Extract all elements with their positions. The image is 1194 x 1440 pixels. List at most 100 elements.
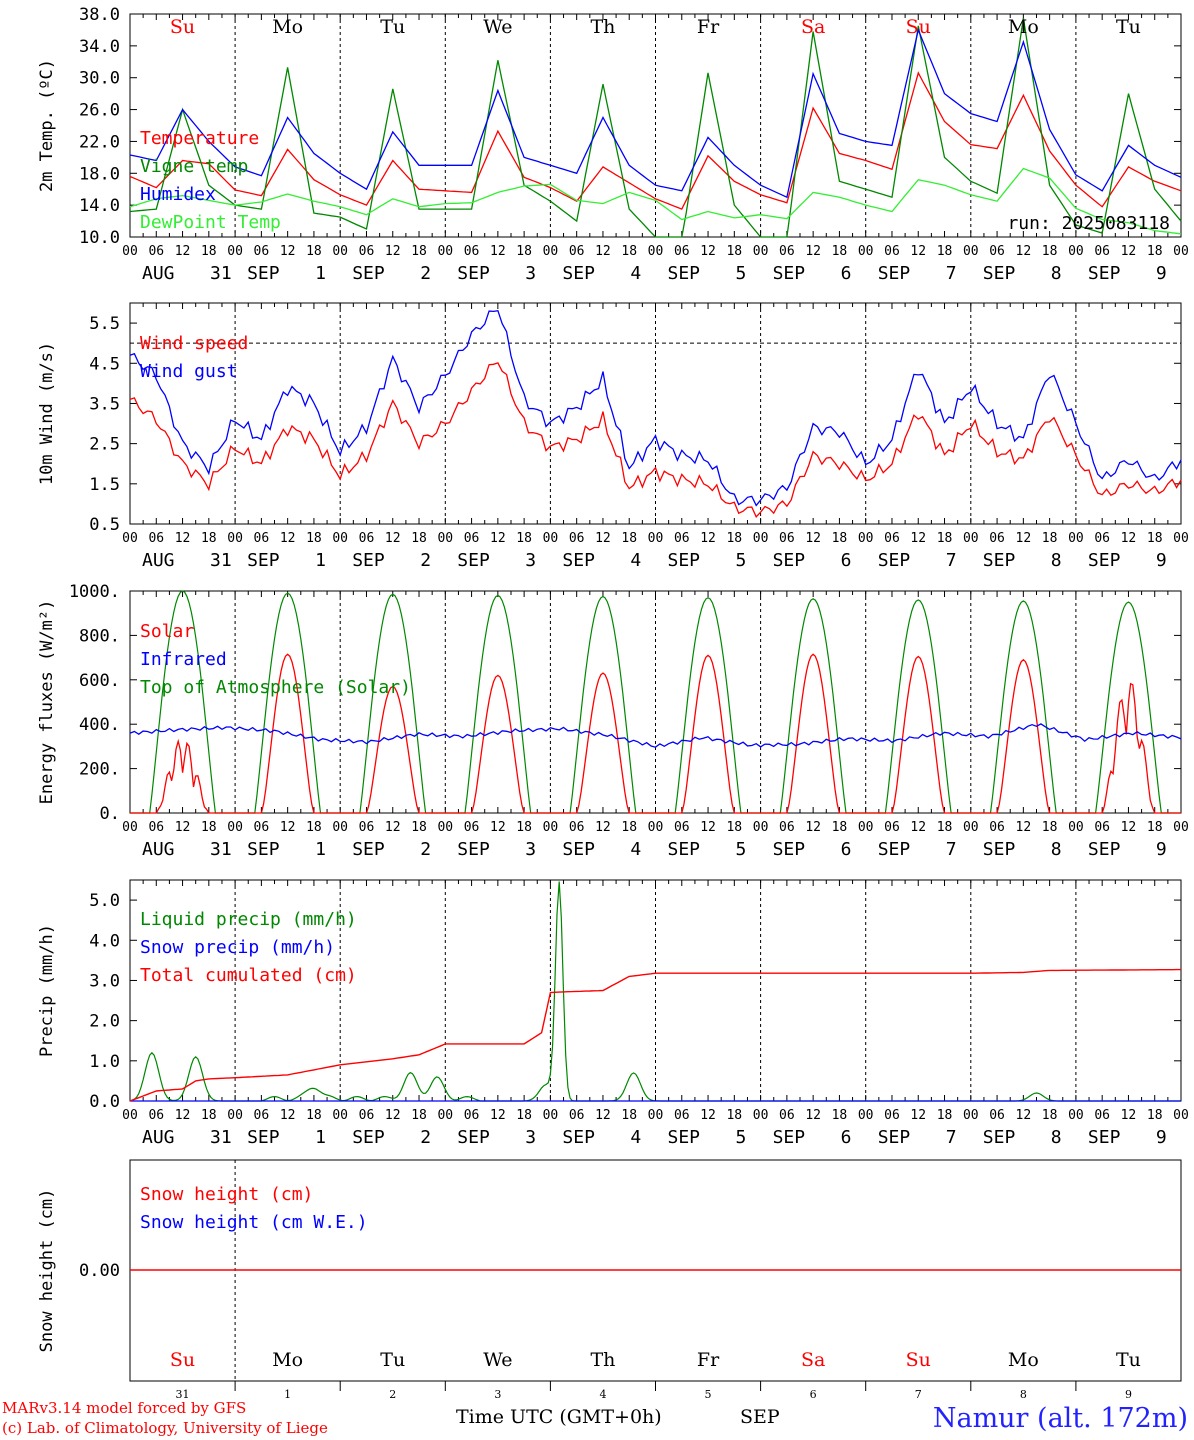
x-hour-tick-label: 18 (726, 531, 742, 546)
y-tick-label: 0. (100, 804, 120, 824)
x-hour-tick-label: 00 (963, 531, 979, 546)
x-hour-tick-label: 12 (805, 820, 821, 835)
x-month-label: SEP (878, 839, 911, 860)
x-month-label: SEP (773, 839, 806, 860)
x-hour-tick-label: 00 (1068, 820, 1084, 835)
y-axis-label-1: 2m Temp. (ºC) (37, 59, 57, 192)
bottom-day-number: 7 (915, 1388, 922, 1401)
x-month-label: SEP (983, 550, 1016, 571)
y-tick-label: 4.0 (89, 931, 120, 951)
x-hour-tick-label: 06 (674, 531, 690, 546)
x-month-label: AUG (142, 263, 175, 284)
x-hour-tick-label: 12 (175, 820, 191, 835)
y-axis-label-3: Energy fluxes (W/m²) (37, 600, 57, 805)
x-hour-tick-label: 18 (726, 1108, 742, 1123)
x-hour-tick-label: 06 (884, 1108, 900, 1123)
x-hour-tick-label: 18 (201, 820, 217, 835)
x-month-label: SEP (773, 263, 806, 284)
x-hour-tick-label: 06 (569, 531, 585, 546)
x-month-label: SEP (1088, 550, 1121, 571)
x-hour-tick-label: 12 (805, 1108, 821, 1123)
x-month-label: SEP (352, 839, 385, 860)
x-hour-tick-label: 06 (674, 1108, 690, 1123)
x-month-label: SEP (668, 550, 701, 571)
x-hour-tick-label: 12 (280, 244, 296, 259)
bottom-day-name: Mo (1008, 1349, 1039, 1371)
top-day-name: We (483, 16, 512, 38)
series-line-total-cumulated (129, 968, 1181, 1102)
x-day-label: 8 (1051, 263, 1062, 284)
x-hour-tick-label: 00 (963, 1108, 979, 1123)
x-hour-tick-label: 12 (175, 244, 191, 259)
x-hour-tick-label: 18 (1147, 1108, 1163, 1123)
x-hour-tick-label: 12 (490, 244, 506, 259)
x-hour-tick-label: 12 (910, 531, 926, 546)
x-hour-tick-label: 00 (332, 244, 348, 259)
x-hour-tick-label: 06 (569, 1108, 585, 1123)
x-hour-tick-label: 00 (963, 244, 979, 259)
x-hour-tick-label: 18 (516, 820, 532, 835)
x-hour-tick-label: 12 (490, 531, 506, 546)
x-hour-tick-label: 18 (621, 531, 637, 546)
x-hour-tick-label: 00 (753, 531, 769, 546)
x-hour-tick-label: 12 (1121, 1108, 1137, 1123)
bottom-day-number: 5 (705, 1388, 712, 1401)
x-hour-tick-label: 00 (332, 820, 348, 835)
x-hour-tick-label: 18 (937, 244, 953, 259)
x-month-label: AUG (142, 1127, 175, 1148)
y-tick-label: 2.5 (89, 435, 120, 455)
x-hour-tick-label: 12 (910, 820, 926, 835)
x-day-label: 4 (630, 839, 641, 860)
x-hour-tick-label: 12 (595, 244, 611, 259)
x-day-label: 8 (1051, 1127, 1062, 1148)
x-month-label: SEP (773, 550, 806, 571)
bottom-day-name: Th (590, 1349, 615, 1371)
x-hour-tick-label: 00 (648, 244, 664, 259)
x-hour-tick-label: 18 (306, 1108, 322, 1123)
y-tick-label: 1.5 (89, 475, 120, 495)
x-day-label: 2 (420, 1127, 431, 1148)
y-tick-label: 3.0 (89, 971, 120, 991)
x-hour-tick-label: 18 (1042, 531, 1058, 546)
series-line-wind-speed (129, 362, 1182, 518)
bottom-day-number: 4 (599, 1388, 606, 1401)
x-day-label: 31 (210, 550, 232, 571)
y-axis-label-4: Precip (mm/h) (37, 924, 57, 1057)
x-hour-tick-label: 12 (385, 244, 401, 259)
legend-snow-precip-mm-h-: Snow precip (mm/h) (140, 937, 335, 958)
x-month-label: SEP (878, 550, 911, 571)
y-tick-label: 200. (79, 760, 120, 780)
x-hour-tick-label: 12 (1016, 244, 1032, 259)
x-month-label: SEP (1088, 839, 1121, 860)
x-hour-tick-label: 00 (858, 531, 874, 546)
x-hour-tick-label: 12 (700, 820, 716, 835)
x-hour-tick-label: 18 (516, 244, 532, 259)
y-tick-label: 5.5 (89, 314, 120, 334)
x-hour-tick-label: 18 (516, 531, 532, 546)
x-hour-tick-label: 06 (359, 820, 375, 835)
x-hour-tick-label: 00 (332, 531, 348, 546)
top-day-name: Fr (697, 16, 720, 38)
x-month-label: SEP (247, 263, 280, 284)
x-hour-tick-label: 06 (989, 531, 1005, 546)
y-tick-label: 4.5 (89, 354, 120, 374)
x-month-label: SEP (562, 839, 595, 860)
y-tick-label: 1.0 (89, 1052, 120, 1072)
x-hour-tick-label: 12 (700, 244, 716, 259)
x-hour-tick-label: 12 (1016, 1108, 1032, 1123)
x-month-label: SEP (562, 263, 595, 284)
series-line-humidex (129, 27, 1182, 199)
x-month-label: SEP (352, 1127, 385, 1148)
bottom-day-name: Su (170, 1349, 195, 1371)
x-hour-tick-label: 06 (359, 244, 375, 259)
x-hour-tick-label: 12 (1016, 531, 1032, 546)
x-hour-tick-label: 06 (884, 820, 900, 835)
x-hour-tick-label: 00 (227, 820, 243, 835)
x-hour-tick-label: 06 (779, 1108, 795, 1123)
bottom-day-name: Mo (272, 1349, 303, 1371)
time-axis-title: Time UTC (GMT+0h) (456, 1406, 662, 1428)
x-day-label: 6 (841, 550, 852, 571)
x-hour-tick-label: 06 (989, 1108, 1005, 1123)
x-hour-tick-label: 00 (1173, 531, 1189, 546)
